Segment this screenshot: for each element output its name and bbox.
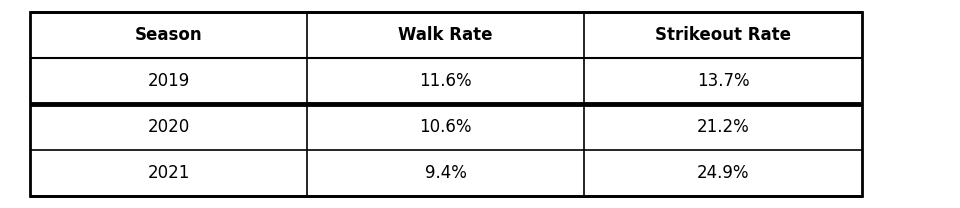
Text: 2021: 2021 [147, 164, 190, 182]
Bar [30, 12, 862, 196]
Text: 24.9%: 24.9% [697, 164, 750, 182]
Text: 13.7%: 13.7% [697, 72, 750, 90]
Text: 11.6%: 11.6% [420, 72, 472, 90]
Text: 9.4%: 9.4% [424, 164, 467, 182]
Text: Walk Rate: Walk Rate [398, 26, 492, 44]
Text: 10.6%: 10.6% [420, 118, 471, 136]
Text: 21.2%: 21.2% [697, 118, 750, 136]
Text: 2019: 2019 [148, 72, 190, 90]
Text: Strikeout Rate: Strikeout Rate [655, 26, 791, 44]
Text: 2020: 2020 [148, 118, 190, 136]
Text: Season: Season [134, 26, 203, 44]
